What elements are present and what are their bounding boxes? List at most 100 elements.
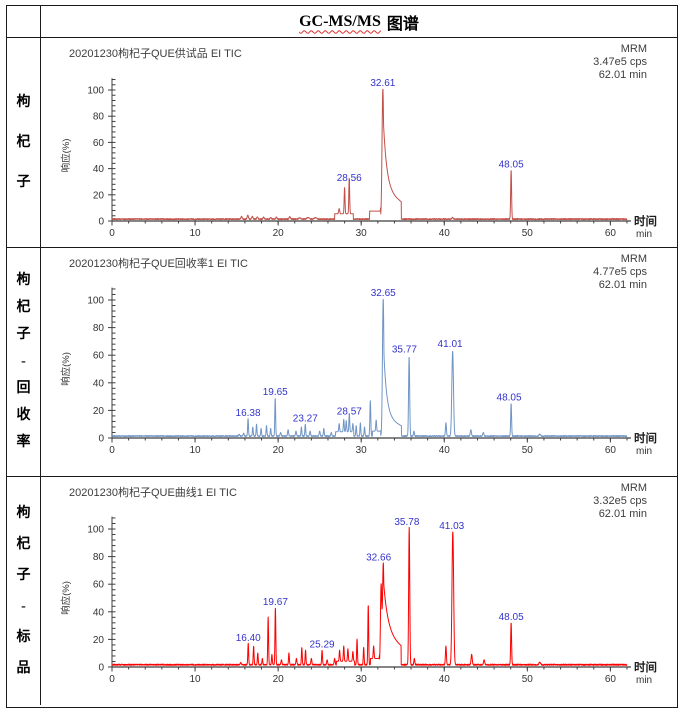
row-label-char: 回 (16, 381, 31, 396)
chart-mode: MRM (620, 482, 647, 494)
peak-label: 23.27 (293, 413, 318, 424)
y-tick-label: 80 (93, 552, 105, 563)
peak-label: 48.05 (499, 612, 524, 623)
chart-acquisition-info: MRM 3.47e5 cps 62.01 min (593, 43, 647, 82)
chart-title: 20201230枸杞子QUE回收率1 EI TIC (69, 258, 248, 270)
tic-trace (111, 298, 628, 438)
x-tick-label: 0 (109, 228, 115, 239)
header-title-cjk: 图谱 (386, 15, 419, 33)
y-tick-label: 60 (93, 138, 105, 149)
y-tick-label: 20 (93, 190, 105, 201)
peak-label: 35.77 (392, 344, 417, 355)
row-label-sample: 枸杞子 (7, 38, 41, 248)
x-tick-label: 10 (190, 228, 202, 239)
chart-title: 20201230枸杞子QUE供试品 EI TIC (69, 48, 242, 60)
x-axis-title: 时间 (634, 431, 657, 445)
x-tick-label: 20 (273, 445, 285, 456)
row-label-char: 枸 (16, 273, 31, 288)
peak-label: 41.01 (438, 339, 463, 350)
x-tick-label: 40 (439, 445, 451, 456)
chart-panel-sample: 20201230枸杞子QUE供试品 EI TIC MRM 3.47e5 cps … (41, 38, 677, 248)
row-label-char: 子 (16, 327, 31, 342)
chart-intensity: 4.77e5 cps (593, 266, 647, 278)
x-tick-label: 60 (605, 445, 617, 456)
chart-intensity: 3.32e5 cps (593, 495, 647, 507)
row-label-char: 杞 (16, 536, 31, 552)
x-tick-label: 50 (522, 228, 534, 239)
row-label-char: 子 (16, 567, 31, 583)
peak-label: 28.56 (337, 173, 362, 184)
x-tick-label: 30 (356, 228, 368, 239)
y-tick-label: 20 (93, 406, 105, 417)
y-tick-label: 40 (93, 164, 105, 175)
row-label-char: 率 (16, 435, 31, 450)
x-axis-title: 时间 (634, 660, 657, 674)
y-axis-title: 响应(%) (60, 581, 72, 615)
x-tick-label: 10 (190, 674, 202, 685)
row-label-char: - (21, 354, 26, 369)
x-tick-label: 10 (190, 445, 202, 456)
chart-acquisition-info: MRM 3.32e5 cps 62.01 min (593, 482, 647, 521)
peak-label: 48.05 (497, 393, 522, 404)
y-tick-label: 0 (98, 217, 104, 228)
corner-cell (7, 6, 41, 38)
chart-runtime: 62.01 min (598, 69, 647, 81)
x-tick-label: 30 (356, 674, 368, 685)
row-label-char: 杞 (16, 134, 31, 150)
peak-label: 16.38 (236, 408, 261, 419)
chart-mode: MRM (620, 43, 647, 55)
x-tick-label: 40 (439, 674, 451, 685)
tic-trace (111, 88, 628, 221)
y-tick-label: 0 (98, 663, 104, 674)
x-tick-label: 60 (605, 674, 617, 685)
x-axis-unit: min (636, 229, 652, 240)
x-tick-label: 50 (522, 445, 534, 456)
peak-label: 32.61 (370, 78, 395, 89)
x-tick-label: 0 (109, 674, 115, 685)
row-label-char: 枸 (16, 505, 31, 521)
row-label-char: 子 (16, 174, 31, 190)
y-tick-label: 100 (87, 296, 104, 307)
peak-label: 32.66 (366, 553, 391, 564)
peak-label: 48.05 (499, 159, 524, 170)
y-tick-label: 80 (93, 112, 105, 123)
y-tick-label: 60 (93, 351, 105, 362)
chart-panel-standard: 20201230枸杞子QUE曲线1 EI TIC MRM 3.32e5 cps … (41, 477, 677, 705)
y-axis-title: 响应(%) (60, 139, 72, 173)
peak-label: 19.65 (263, 387, 288, 398)
x-tick-label: 20 (273, 674, 285, 685)
row-label-char: 杞 (16, 300, 31, 315)
peak-label: 16.40 (236, 633, 261, 644)
table-header: GC-MS/MS 图谱 (41, 6, 677, 38)
peak-label: 32.65 (371, 288, 396, 299)
peak-label: 41.03 (439, 521, 464, 532)
peak-label: 19.67 (263, 597, 288, 608)
y-tick-label: 20 (93, 635, 105, 646)
x-tick-label: 40 (439, 228, 451, 239)
y-tick-label: 40 (93, 378, 105, 389)
peak-label: 25.29 (310, 640, 335, 651)
row-label-recovery: 枸杞子 - 回收率 (7, 248, 41, 477)
x-tick-label: 50 (522, 674, 534, 685)
y-axis-title: 响应(%) (60, 352, 72, 386)
x-tick-label: 60 (605, 228, 617, 239)
x-tick-label: 20 (273, 228, 285, 239)
chart-acquisition-info: MRM 4.77e5 cps 62.01 min (593, 253, 647, 292)
chart-runtime: 62.01 min (598, 508, 647, 520)
y-tick-label: 0 (98, 434, 104, 445)
y-tick-label: 60 (93, 580, 105, 591)
x-tick-label: 30 (356, 445, 368, 456)
y-tick-label: 100 (87, 86, 104, 97)
peak-label: 28.57 (337, 407, 362, 418)
x-tick-label: 0 (109, 445, 115, 456)
chart-intensity: 3.47e5 cps (593, 56, 647, 68)
header-title-latin: GC-MS/MS (299, 12, 381, 30)
row-label-char: 收 (16, 408, 31, 423)
x-axis-title: 时间 (634, 214, 657, 228)
x-axis-unit: min (636, 446, 652, 457)
gcmsms-results-table: GC-MS/MS 图谱 枸杞子 20201230枸杞子QUE供试品 EI TIC… (6, 5, 678, 708)
x-axis-unit: min (636, 675, 652, 686)
